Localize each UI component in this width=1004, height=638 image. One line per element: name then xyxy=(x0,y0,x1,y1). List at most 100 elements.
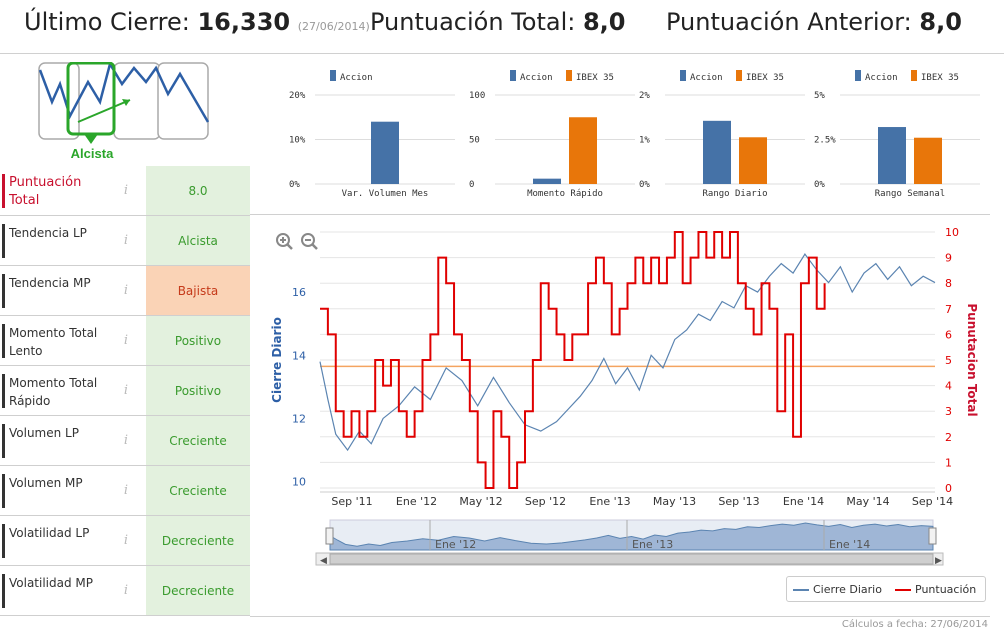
trend-logo-label: Alcista xyxy=(70,146,114,161)
legend-label: Accion xyxy=(340,73,373,83)
small-chart-3: Accion IBEX 35 0% 1% 2% Rango Diario xyxy=(639,70,805,199)
row-marker xyxy=(2,274,5,308)
legend-label-cierre: Cierre Diario xyxy=(813,583,882,596)
last-close-label: Último Cierre: xyxy=(24,8,190,36)
score-label: Volumen MP xyxy=(9,476,83,490)
info-icon[interactable]: i xyxy=(123,583,129,598)
legend-swatch xyxy=(566,70,572,81)
zoom-in-icon[interactable] xyxy=(276,233,293,250)
row-marker xyxy=(2,474,5,508)
legend-item-puntuacion[interactable]: Puntuación xyxy=(895,583,976,596)
info-icon[interactable]: i xyxy=(123,433,129,448)
calc-date: Cálculos a fecha: 27/06/2014 xyxy=(841,619,988,630)
info-icon[interactable]: i xyxy=(123,283,129,298)
info-icon[interactable]: i xyxy=(123,183,129,198)
info-icon[interactable]: i xyxy=(123,383,129,398)
navigator-handle-left[interactable] xyxy=(325,527,334,545)
last-close-date: (27/06/2014) xyxy=(297,20,370,33)
info-icon[interactable]: i xyxy=(123,533,129,548)
scrollbar-thumb xyxy=(329,553,934,565)
y-tick-label: 14 xyxy=(292,349,306,362)
navigator-area xyxy=(329,522,934,551)
y-tick-label: 16 xyxy=(292,286,306,299)
row-marker xyxy=(2,524,5,558)
category-label: Var. Volumen Mes xyxy=(342,189,429,199)
score-value: Positivo xyxy=(146,366,250,415)
previous-score: Puntuación Anterior: 8,0 xyxy=(666,8,962,36)
y2-tick-label: 9 xyxy=(945,252,952,265)
x-tick-label: Sep '12 xyxy=(525,495,566,508)
category-label: Rango Diario xyxy=(702,189,767,199)
navigator-handle-right[interactable] xyxy=(928,527,937,545)
info-icon[interactable]: i xyxy=(123,233,129,248)
score-value: Decreciente xyxy=(146,566,250,615)
tick-label: 2.5% xyxy=(814,136,836,146)
chart-legend[interactable]: Cierre Diario Puntuación xyxy=(786,576,986,602)
tick-label: 100 xyxy=(469,91,485,101)
x-tick-label: Sep '11 xyxy=(331,495,372,508)
row-marker xyxy=(2,174,5,208)
bar xyxy=(533,178,561,184)
score-row: Volumen MP i Creciente xyxy=(0,466,250,516)
y2-tick-label: 8 xyxy=(945,277,952,290)
legend-swatch-cierre xyxy=(793,588,809,591)
legend-swatch xyxy=(736,70,742,81)
row-marker xyxy=(2,424,5,458)
score-label: Momento Total Lento xyxy=(9,326,98,358)
tick-label: 0% xyxy=(814,180,825,190)
bar xyxy=(739,137,767,184)
y2-tick-label: 3 xyxy=(945,405,952,418)
small-chart-2: Accion IBEX 35 0 50 100 Momento Rápido xyxy=(469,70,635,199)
last-close: Último Cierre: 16,330 (27/06/2014) xyxy=(24,8,370,36)
zoom-in-handle xyxy=(286,243,293,250)
x-tick-label: Ene '13 xyxy=(589,495,630,508)
tick-label: 50 xyxy=(469,136,480,146)
previous-score-label: Puntuación Anterior: xyxy=(666,8,912,36)
section-divider xyxy=(250,214,990,215)
score-value: 8.0 xyxy=(146,166,250,215)
last-close-value: 16,330 xyxy=(197,8,291,36)
score-row: Puntuación Total i 8.0 xyxy=(0,166,250,216)
x-tick-label: Ene '14 xyxy=(783,495,824,508)
y2-axis-label: Punutacion Total xyxy=(965,303,979,416)
tick-label: 0% xyxy=(639,180,650,190)
score-label: Momento Total Rápido xyxy=(9,376,98,408)
x-tick-label: Sep '13 xyxy=(718,495,759,508)
bar xyxy=(371,121,399,184)
legend-label: Accion xyxy=(520,73,553,83)
navigator[interactable]: Ene '12 Ene '13 Ene '14 xyxy=(325,519,937,551)
score-label: Tendencia LP xyxy=(9,226,87,240)
row-marker xyxy=(2,224,5,258)
score-label: Volumen LP xyxy=(9,426,79,440)
navigator-scrollbar[interactable]: ◀ ▶ xyxy=(315,552,944,566)
scroll-left-arrow: ◀ xyxy=(320,556,327,566)
info-icon[interactable]: i xyxy=(123,483,129,498)
legend-swatch xyxy=(911,70,917,81)
legend-item-cierre[interactable]: Cierre Diario xyxy=(793,583,882,596)
y-tick-label: 12 xyxy=(292,412,306,425)
score-row: Tendencia LP i Alcista xyxy=(0,216,250,266)
bar xyxy=(703,120,731,184)
tick-label: 1% xyxy=(639,136,650,146)
y2-tick-label: 4 xyxy=(945,380,952,393)
score-label: Volatilidad LP xyxy=(9,526,90,540)
legend-swatch xyxy=(680,70,686,81)
score-row: Momento Total Lento i Positivo xyxy=(0,316,250,366)
row-marker xyxy=(2,324,5,358)
x-tick-label: May '13 xyxy=(653,495,696,508)
legend-label: IBEX 35 xyxy=(576,73,614,83)
legend-label: Accion xyxy=(690,73,723,83)
tick-label: 0 xyxy=(469,180,474,190)
tick-label: 10% xyxy=(289,136,306,146)
total-score-value: 8,0 xyxy=(582,8,626,36)
y2-tick-label: 0 xyxy=(945,482,952,495)
x-tick-label: Ene '12 xyxy=(396,495,437,508)
zoom-in-lens xyxy=(276,233,290,247)
zoom-out-icon[interactable] xyxy=(301,233,318,250)
y-axis-label: Cierre Diario xyxy=(270,317,284,403)
info-icon[interactable]: i xyxy=(123,333,129,348)
y2-tick-label: 5 xyxy=(945,354,952,367)
score-value: Creciente xyxy=(146,466,250,515)
legend-label: Accion xyxy=(865,73,898,83)
total-score-label: Puntuación Total: xyxy=(370,8,576,36)
